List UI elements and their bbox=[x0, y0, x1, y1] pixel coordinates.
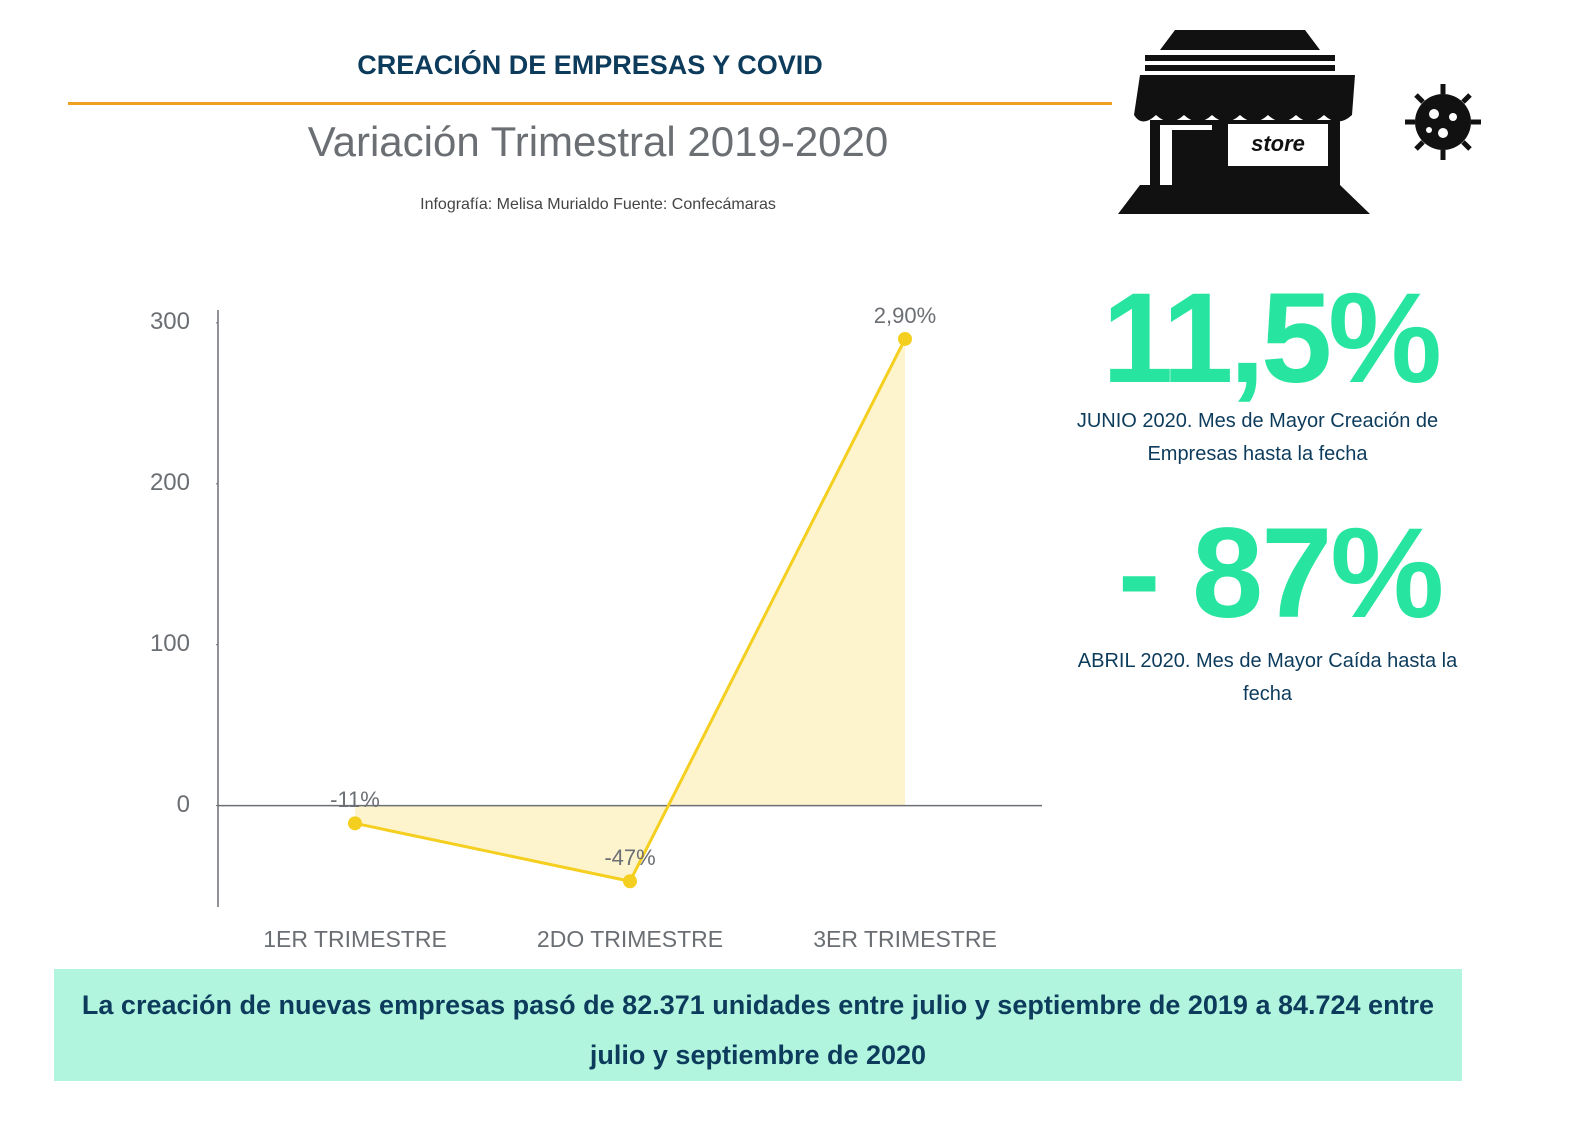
credit: Infografía: Melisa Murialdo Fuente: Conf… bbox=[420, 196, 776, 213]
title: CREACIÓN DE EMPRESAS Y COVID bbox=[357, 50, 823, 80]
y-tick-label: 300 bbox=[150, 308, 190, 335]
store-base bbox=[1118, 185, 1370, 214]
y-tick-label: 100 bbox=[150, 630, 190, 657]
store-sign bbox=[1228, 124, 1328, 166]
y-tick-label: 200 bbox=[150, 469, 190, 496]
point bbox=[898, 331, 912, 346]
stat-value: 11,5% bbox=[1102, 267, 1442, 410]
x-tick-label: 3ER TRIMESTRE bbox=[813, 926, 997, 952]
store-band bbox=[1145, 55, 1335, 61]
x-tick-label: 1ER TRIMESTRE bbox=[263, 926, 447, 952]
store-text: store bbox=[1251, 131, 1305, 156]
virus-icon bbox=[1405, 84, 1481, 160]
stat-value: - 87% bbox=[1117, 502, 1444, 645]
area bbox=[355, 338, 905, 882]
value-label: 2,90% bbox=[874, 303, 936, 328]
point bbox=[348, 816, 362, 831]
store-roof bbox=[1160, 30, 1320, 50]
value-label: -47% bbox=[604, 845, 655, 870]
divider bbox=[68, 102, 1112, 105]
stat-caption: JUNIO 2020. Mes de Mayor Creación de Emp… bbox=[1076, 410, 1439, 465]
store-awning bbox=[1134, 75, 1355, 122]
footer-text: La creación de nuevas empresas pasó de 8… bbox=[81, 990, 1435, 1070]
x-tick-label: 2DO TRIMESTRE bbox=[537, 926, 723, 952]
store-door-inner bbox=[1172, 130, 1212, 190]
stat-caption: ABRIL 2020. Mes de Mayor Caída hasta la … bbox=[1077, 650, 1458, 705]
point bbox=[623, 874, 637, 889]
subtitle: Variación Trimestral 2019-2020 bbox=[307, 118, 889, 165]
chart: 0 100 200 300 -11% -47% 2,90% 1ER TRIMESTRE 2DO … bbox=[150, 303, 1042, 952]
footer-banner bbox=[54, 969, 1462, 1081]
y-tick-label: 0 bbox=[177, 791, 190, 818]
icons: store bbox=[1118, 30, 1481, 214]
store-band bbox=[1145, 65, 1335, 71]
value-label: -11% bbox=[330, 787, 380, 812]
